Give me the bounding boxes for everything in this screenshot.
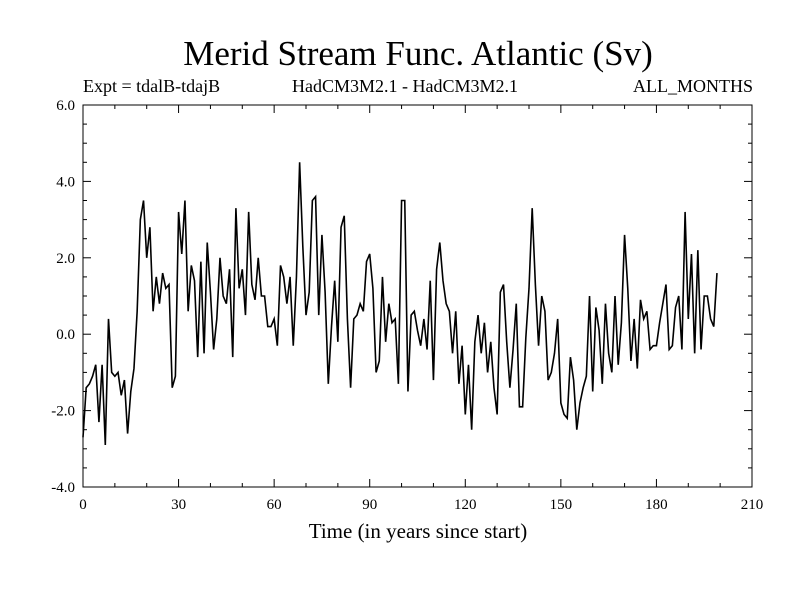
axis-tick-labels: 0 30 60 90 120 150 180 210 -4.0 -2.0 0.0 2.0 4.0 6.0 xyxy=(51,98,763,513)
x-axis-label: Time (in years since start) xyxy=(309,519,528,543)
axis-ticks xyxy=(82,104,753,488)
chart-title: Merid Stream Func. Atlantic (Sv) xyxy=(183,34,653,73)
y-tick-label: -4.0 xyxy=(51,480,75,496)
model-label: HadCM3M2.1 - HadCM3M2.1 xyxy=(292,76,519,96)
months-label: ALL_MONTHS xyxy=(633,76,753,96)
x-tick-label: 150 xyxy=(550,497,573,513)
x-tick-label: 180 xyxy=(645,497,668,513)
y-tick-label: 2.0 xyxy=(56,251,75,267)
series-line xyxy=(82,162,718,446)
x-tick-label: 0 xyxy=(79,497,87,513)
y-tick-label: 4.0 xyxy=(56,174,75,190)
plot-frame xyxy=(82,104,753,488)
x-tick-label: 120 xyxy=(454,497,477,513)
x-tick-label: 90 xyxy=(362,497,377,513)
x-tick-label: 30 xyxy=(171,497,186,513)
y-tick-label: -2.0 xyxy=(51,404,75,420)
y-tick-label: 0.0 xyxy=(56,327,75,343)
y-tick-label: 6.0 xyxy=(56,98,75,114)
x-tick-label: 210 xyxy=(741,497,764,513)
experiment-label: Expt = tdalB-tdajB xyxy=(83,76,221,96)
x-tick-label: 60 xyxy=(267,497,282,513)
